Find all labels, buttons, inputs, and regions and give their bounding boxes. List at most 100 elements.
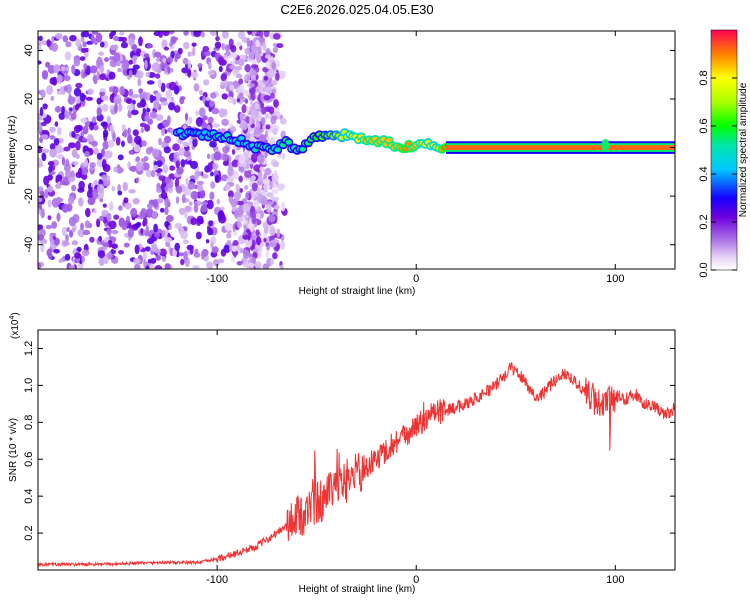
spectrogram-speckle — [272, 161, 280, 168]
spectrogram-speckle — [222, 153, 229, 162]
spectrogram-speckle — [194, 248, 199, 255]
spectrogram-speckle — [107, 239, 113, 248]
spectrogram-speckle — [85, 207, 91, 218]
spectrogram-speckle — [276, 228, 281, 238]
spectrogram-speckle — [81, 255, 85, 263]
spectrogram-speckle — [53, 64, 60, 74]
spectrogram-speckle — [122, 181, 128, 192]
colorbar-tick-label: 0.4 — [698, 166, 710, 181]
spectrogram-speckle — [236, 73, 243, 79]
spectrogram-speckle — [49, 135, 56, 140]
spectrogram-speckle — [147, 259, 151, 264]
spectrogram-speckle — [162, 119, 169, 128]
spectrogram-speckle — [71, 240, 79, 246]
spectrogram-speckle — [121, 62, 128, 70]
spectrogram-speckle — [123, 128, 128, 138]
spectrogram-speckle — [202, 45, 210, 52]
spectrogram-speckle — [263, 94, 271, 101]
spectrogram-speckle — [202, 95, 206, 104]
spectrogram-speckle — [182, 57, 189, 65]
spectrogram-speckle — [135, 70, 144, 79]
spectrogram-speckle — [268, 106, 275, 115]
spectrogram-speckle — [77, 228, 86, 238]
spectrogram-speckle — [80, 222, 84, 231]
spectrogram-speckle — [232, 98, 237, 105]
spectrogram-speckle — [169, 42, 173, 47]
spectrogram-speckle — [98, 235, 102, 242]
spectrogram-speckle — [256, 212, 261, 219]
spectrogram-speckle — [206, 153, 211, 160]
spectrogram-speckle — [251, 44, 258, 53]
spectrogram-speckle — [151, 211, 158, 220]
spectrogram-speckle — [47, 199, 52, 208]
spectrogram-speckle — [61, 105, 65, 115]
spectrogram-speckle — [249, 211, 256, 218]
spectrogram-speckle — [38, 157, 43, 168]
spectrogram-speckle — [142, 252, 147, 260]
spectrogram-speckle — [146, 43, 154, 49]
spectrogram-speckle — [251, 182, 258, 192]
spectrogram-speckle — [164, 220, 170, 228]
spectrogram-speckle — [230, 52, 238, 59]
spectrogram-speckle — [254, 103, 260, 110]
spectrogram-speckle — [164, 237, 172, 243]
spectrogram-speckle — [132, 44, 138, 52]
spectrogram-speckle — [67, 96, 76, 105]
spectrogram-speckle — [58, 112, 66, 120]
spectrogram-speckle — [197, 184, 203, 191]
spectrogram-speckle — [210, 92, 217, 99]
spectrogram-speckle — [109, 105, 115, 110]
spectrogram-speckle — [133, 144, 141, 153]
spectrogram-speckle — [220, 81, 224, 86]
spectrogram-speckle — [229, 84, 235, 91]
spectrogram-speckle — [123, 197, 129, 204]
spectrogram-speckle — [95, 32, 103, 43]
spectrogram-speckle — [207, 116, 214, 125]
snr-marks — [38, 362, 675, 568]
spectrogram-speckle — [195, 116, 203, 127]
spectrogram-speckle — [260, 106, 267, 115]
spectrogram-speckle — [132, 197, 140, 205]
spectrogram-speckle — [121, 220, 128, 231]
spectrogram-speckle — [217, 258, 225, 264]
spectrogram-speckle — [50, 95, 55, 102]
snr-panel: -100 0 100 0.2 0.4 0.6 0.8 1.0 1.2 Height of str… — [8, 312, 676, 595]
spectrogram-speckle — [38, 208, 41, 215]
spectrogram-speckle — [224, 222, 232, 232]
spectrogram-speckle — [279, 264, 284, 269]
spectrogram-speckle — [207, 162, 213, 172]
spectrogram-speckle — [114, 103, 118, 113]
spectrogram-speckle — [51, 35, 55, 43]
spectrogram-speckle — [54, 106, 62, 113]
spectrogram-speckle — [144, 246, 151, 252]
spectrogram-speckle — [242, 249, 250, 259]
spectrogram-speckle — [211, 163, 219, 170]
spectrogram-speckle — [239, 188, 243, 193]
spectrogram-speckle — [82, 125, 89, 135]
spectrogram-speckle — [209, 31, 218, 36]
spectrogram-speckle — [38, 89, 42, 95]
spectrogram-speckle — [135, 51, 141, 57]
spectrogram-speckle — [100, 95, 109, 101]
spectrogram-speckle — [244, 63, 251, 73]
spectrogram-speckle — [138, 36, 143, 47]
spectrogram-speckle — [39, 190, 45, 197]
spectrogram-speckle — [161, 229, 165, 238]
spectrogram-speckle — [279, 117, 287, 125]
spectrogram-speckle — [244, 47, 251, 55]
spectrogram-speckle — [82, 137, 87, 142]
spectrogram-speckle — [236, 97, 241, 103]
spectrogram-speckle — [246, 211, 250, 216]
spectrogram-speckle — [183, 150, 191, 158]
spectrogram-speckle — [193, 203, 199, 213]
spectrogram-speckle — [192, 46, 196, 56]
spectrogram-speckle — [174, 105, 181, 113]
spectrogram-speckle — [173, 151, 180, 160]
spectrogram-speckle — [233, 170, 239, 180]
tone-blip — [601, 139, 610, 152]
spectrogram-y-label: Frequency (Hz) — [7, 116, 18, 185]
spectrogram-speckle — [38, 121, 42, 127]
spectrogram-speckle — [166, 56, 174, 64]
spectrogram-speckle — [207, 70, 215, 76]
spectrogram-speckle — [102, 242, 110, 248]
